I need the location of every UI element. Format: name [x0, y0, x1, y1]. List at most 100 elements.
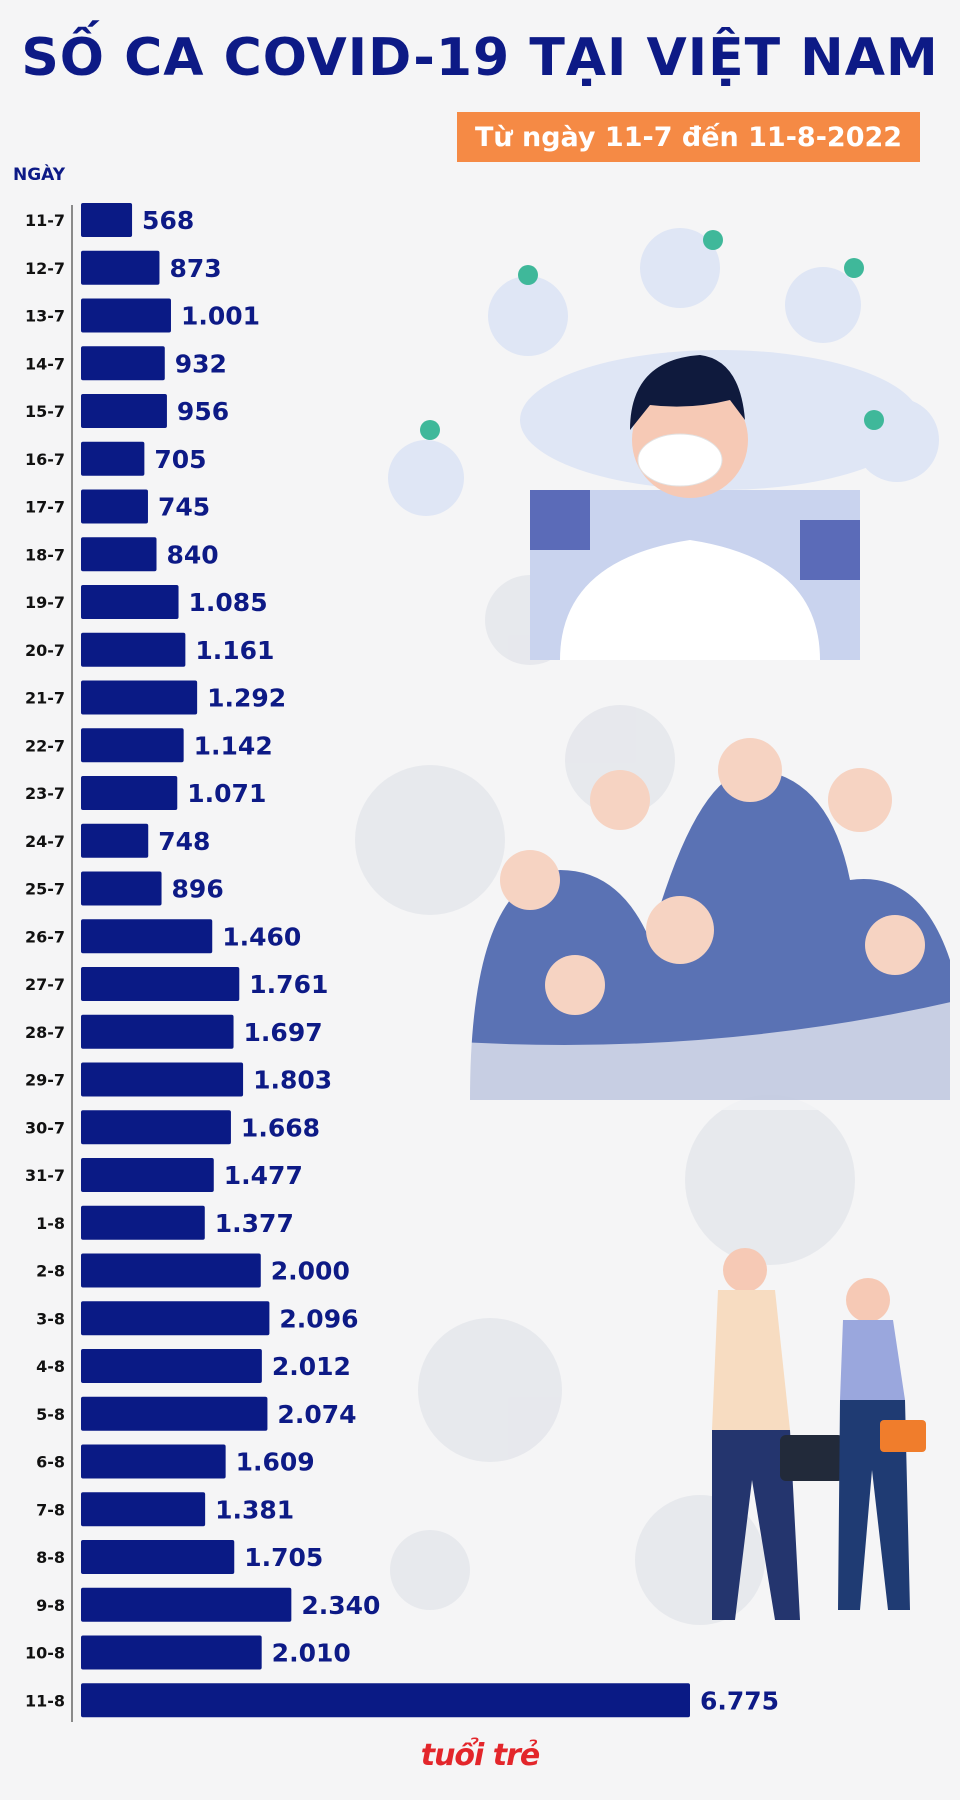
- date-range-text: Từ ngày 11-7 đến 11-8-2022: [474, 121, 903, 153]
- bar: [81, 919, 213, 954]
- bar-chart: 11-7 568 12-7 873 13-7 1.001 14-7 932 15-7 956 16-…: [25, 203, 779, 1722]
- value-label: 2.340: [301, 1591, 380, 1620]
- category-label: 13-7: [25, 307, 65, 326]
- category-label: 29-7: [25, 1071, 65, 1090]
- bar: [81, 585, 179, 619]
- category-label: 2-8: [36, 1262, 65, 1281]
- logo-text: tuổi trẻ: [420, 1738, 541, 1773]
- category-label: 23-7: [25, 784, 65, 803]
- value-label: 1.609: [236, 1448, 315, 1477]
- check-icons: [388, 228, 939, 516]
- category-label: 9-8: [36, 1596, 65, 1615]
- category-label: 22-7: [25, 736, 65, 755]
- bar: [81, 1349, 262, 1383]
- value-label: 932: [175, 349, 227, 378]
- category-label: 21-7: [25, 689, 65, 708]
- category-label: 1-8: [36, 1214, 65, 1233]
- bar: [81, 203, 133, 237]
- value-label: 1.460: [222, 922, 301, 951]
- category-label: 20-7: [25, 641, 65, 660]
- category-label: 11-7: [25, 211, 65, 230]
- walking-people-illustration: [712, 1248, 926, 1620]
- category-label: 15-7: [25, 402, 65, 421]
- bar: [81, 1635, 262, 1670]
- value-label: 1.705: [244, 1543, 323, 1572]
- bar: [81, 1683, 690, 1718]
- bar: [81, 728, 184, 763]
- value-label: 873: [169, 254, 221, 283]
- doctor-illustration: [520, 350, 920, 660]
- value-label: 705: [154, 445, 206, 474]
- bar: [81, 250, 160, 285]
- bars-group: 11-7 568 12-7 873 13-7 1.001 14-7 932 15-7 956 16-…: [25, 203, 779, 1718]
- bar: [81, 680, 198, 715]
- bar: [81, 1110, 231, 1145]
- bar: [81, 967, 240, 1001]
- category-label: 19-7: [25, 593, 65, 612]
- category-label: 14-7: [25, 354, 65, 373]
- page-title: SỐ CA COVID-19 TẠI VIỆT NAM: [21, 28, 939, 88]
- date-range-banner: Từ ngày 11-7 đến 11-8-2022: [457, 112, 920, 162]
- category-label: 11-8: [25, 1691, 65, 1710]
- value-label: 1.001: [181, 302, 260, 331]
- value-label: 1.761: [249, 970, 328, 999]
- bar: [81, 1540, 235, 1574]
- value-label: 1.377: [215, 1209, 294, 1238]
- category-label: 30-7: [25, 1118, 65, 1137]
- bar: [81, 1158, 214, 1192]
- category-label: 27-7: [25, 975, 65, 994]
- category-label: 28-7: [25, 1023, 65, 1042]
- category-label: 25-7: [25, 880, 65, 899]
- value-label: 1.161: [195, 636, 274, 665]
- category-label: 3-8: [36, 1309, 65, 1328]
- value-label: 1.381: [215, 1495, 294, 1524]
- value-label: 1.292: [207, 684, 286, 713]
- bar: [81, 298, 171, 333]
- bar: [81, 632, 186, 667]
- category-label: 7-8: [36, 1500, 65, 1519]
- bar: [81, 776, 178, 810]
- category-label: 31-7: [25, 1166, 65, 1185]
- value-label: 1.477: [224, 1161, 303, 1190]
- category-label: 16-7: [25, 450, 65, 469]
- category-label: 24-7: [25, 832, 65, 851]
- value-label: 896: [172, 875, 224, 904]
- category-label: 26-7: [25, 927, 65, 946]
- value-label: 1.668: [241, 1113, 320, 1142]
- category-label: 6-8: [36, 1453, 65, 1472]
- category-label: 8-8: [36, 1548, 65, 1567]
- value-label: 840: [167, 540, 219, 569]
- category-label: 10-8: [25, 1644, 65, 1663]
- bar: [81, 1301, 270, 1336]
- value-label: 568: [142, 206, 194, 235]
- category-label: 18-7: [25, 545, 65, 564]
- bar: [81, 823, 149, 858]
- value-label: 1.071: [187, 779, 266, 808]
- crowd-illustration: [430, 738, 960, 1110]
- bar: [81, 489, 148, 524]
- category-label: 4-8: [36, 1357, 65, 1376]
- brand-logo: tuổi trẻ: [0, 1738, 960, 1773]
- value-label: 2.012: [272, 1352, 351, 1381]
- value-label: 1.085: [189, 588, 268, 617]
- bar: [81, 1396, 268, 1431]
- value-label: 2.000: [271, 1257, 350, 1286]
- value-label: 2.010: [272, 1639, 351, 1668]
- value-label: 6.775: [700, 1686, 779, 1715]
- bar: [81, 1253, 261, 1288]
- value-label: 2.096: [279, 1304, 358, 1333]
- bar: [81, 346, 165, 381]
- bar: [81, 394, 167, 428]
- category-label: 12-7: [25, 259, 65, 278]
- category-label: 17-7: [25, 498, 65, 517]
- bar: [81, 871, 162, 906]
- bar: [81, 1205, 205, 1240]
- bar: [81, 1492, 206, 1527]
- value-label: 2.074: [277, 1400, 356, 1429]
- value-label: 1.803: [253, 1066, 332, 1095]
- bar: [81, 1587, 292, 1622]
- bar: [81, 441, 145, 476]
- value-label: 745: [158, 493, 210, 522]
- value-label: 1.697: [244, 1018, 323, 1047]
- value-label: 748: [158, 827, 210, 856]
